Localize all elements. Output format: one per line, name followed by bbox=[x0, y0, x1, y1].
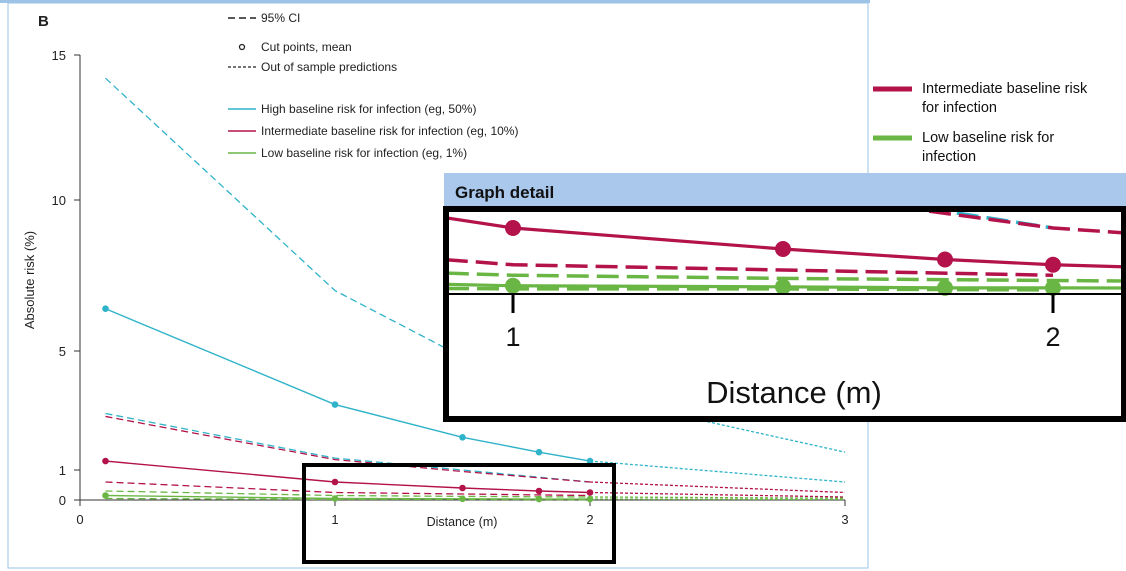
y-axis-label: Absolute risk (%) bbox=[22, 231, 37, 329]
detail-low-cut-point bbox=[1045, 279, 1061, 296]
series-intermediate-cut-point bbox=[535, 487, 543, 495]
x-axis-label: Distance (m) bbox=[427, 515, 498, 529]
legend-intermediate-label: Intermediate baseline risk for infection… bbox=[261, 124, 518, 138]
legend-cut-point-label: Cut points, mean bbox=[261, 40, 352, 54]
y-tick-label: 10 bbox=[52, 193, 66, 208]
panel-label: B bbox=[38, 13, 49, 30]
series-intermediate-oos-upper bbox=[589, 481, 846, 494]
y-tick-label: 15 bbox=[52, 48, 66, 63]
chart-legend: 95% CI Cut points, mean Out of sample pr… bbox=[228, 11, 518, 160]
detail-x-axis-label: Distance (m) bbox=[706, 375, 882, 410]
zoom-region-highlight bbox=[302, 463, 616, 564]
series-high-oos-upper bbox=[589, 394, 846, 453]
series-high-cut-point bbox=[331, 401, 339, 408]
series-intermediate-cut-point bbox=[586, 489, 594, 496]
series-low-cut-point bbox=[535, 495, 543, 503]
x-tick-label: 2 bbox=[586, 512, 593, 527]
legend-low-label: Low baseline risk for infection (eg, 1%) bbox=[261, 146, 467, 160]
detail-low-ci-upper bbox=[448, 271, 1122, 283]
series-low-cut-point bbox=[459, 495, 466, 503]
graph-detail-inset: Graph detail 1 2 Distance (m) bbox=[443, 63, 1126, 422]
graph-detail-plot bbox=[448, 63, 1122, 296]
legend-ci-label: 95% CI bbox=[261, 11, 300, 25]
detail-high-cut-point bbox=[937, 115, 953, 131]
detail-low-cut-point bbox=[937, 279, 953, 296]
series-intermediate-ci-lower bbox=[105, 481, 591, 497]
y-tick-label: 1 bbox=[59, 463, 66, 478]
x-tick-label: 0 bbox=[76, 512, 83, 527]
detail-intermediate-mean-line bbox=[448, 216, 1122, 269]
series-low-oos-upper bbox=[589, 496, 846, 499]
series-high-cut-point bbox=[459, 433, 466, 441]
series-low-ci-upper bbox=[105, 490, 591, 498]
series-low-cut-point bbox=[102, 492, 109, 499]
series-low-cut-point bbox=[331, 495, 339, 502]
graph-detail-title: Graph detail bbox=[455, 183, 554, 202]
detail-intermediate-cut-point bbox=[1045, 256, 1061, 273]
series-high-oos-mean bbox=[589, 460, 846, 483]
series-high-cut-point bbox=[535, 448, 543, 456]
series-intermediate-ci-upper bbox=[105, 415, 591, 483]
graph-detail-header bbox=[444, 173, 1126, 207]
x-tick-label: 3 bbox=[841, 512, 848, 527]
x-tick-label: 1 bbox=[331, 512, 338, 527]
legend-oos-label: Out of sample predictions bbox=[261, 60, 397, 74]
detail-tick-label-2: 2 bbox=[1045, 322, 1060, 352]
legend-high-label: High baseline risk for infection (eg, 50… bbox=[261, 102, 476, 116]
side-legend-low-label: Low baseline risk for infection bbox=[922, 130, 1054, 165]
series-low-cut-point bbox=[586, 495, 594, 503]
detail-tick-label-1: 1 bbox=[505, 322, 520, 352]
series-high-cut-point bbox=[102, 305, 109, 313]
legend-cut-point-swatch bbox=[238, 43, 246, 51]
detail-low-ci-lower bbox=[448, 286, 1054, 292]
detail-intermediate-cut-point bbox=[505, 220, 521, 236]
detail-low-mean-line bbox=[448, 282, 1122, 290]
series-high-cut-point bbox=[586, 457, 594, 465]
series-intermediate-cut-point bbox=[459, 484, 466, 492]
top-accent-bar bbox=[0, 0, 870, 3]
series-intermediate-cut-point bbox=[331, 478, 339, 486]
side-legend-intermediate-label: Intermediate baseline risk for infection bbox=[922, 81, 1088, 116]
y-tick-label: 0 bbox=[59, 493, 66, 508]
series-intermediate-cut-point bbox=[102, 457, 109, 465]
series-intermediate-oos-mean bbox=[589, 491, 846, 498]
side-legend: Intermediate baseline risk for infection … bbox=[873, 81, 1088, 165]
graph-detail-frame bbox=[443, 206, 1126, 422]
detail-low-cut-point bbox=[775, 278, 791, 295]
detail-intermediate-cut-point bbox=[937, 251, 953, 268]
detail-low-cut-point bbox=[505, 277, 521, 294]
detail-high-cut-point bbox=[775, 63, 791, 79]
detail-intermediate-cut-point bbox=[775, 241, 791, 257]
detail-high-cut-point bbox=[1045, 147, 1061, 163]
y-tick-label: 5 bbox=[59, 344, 66, 359]
